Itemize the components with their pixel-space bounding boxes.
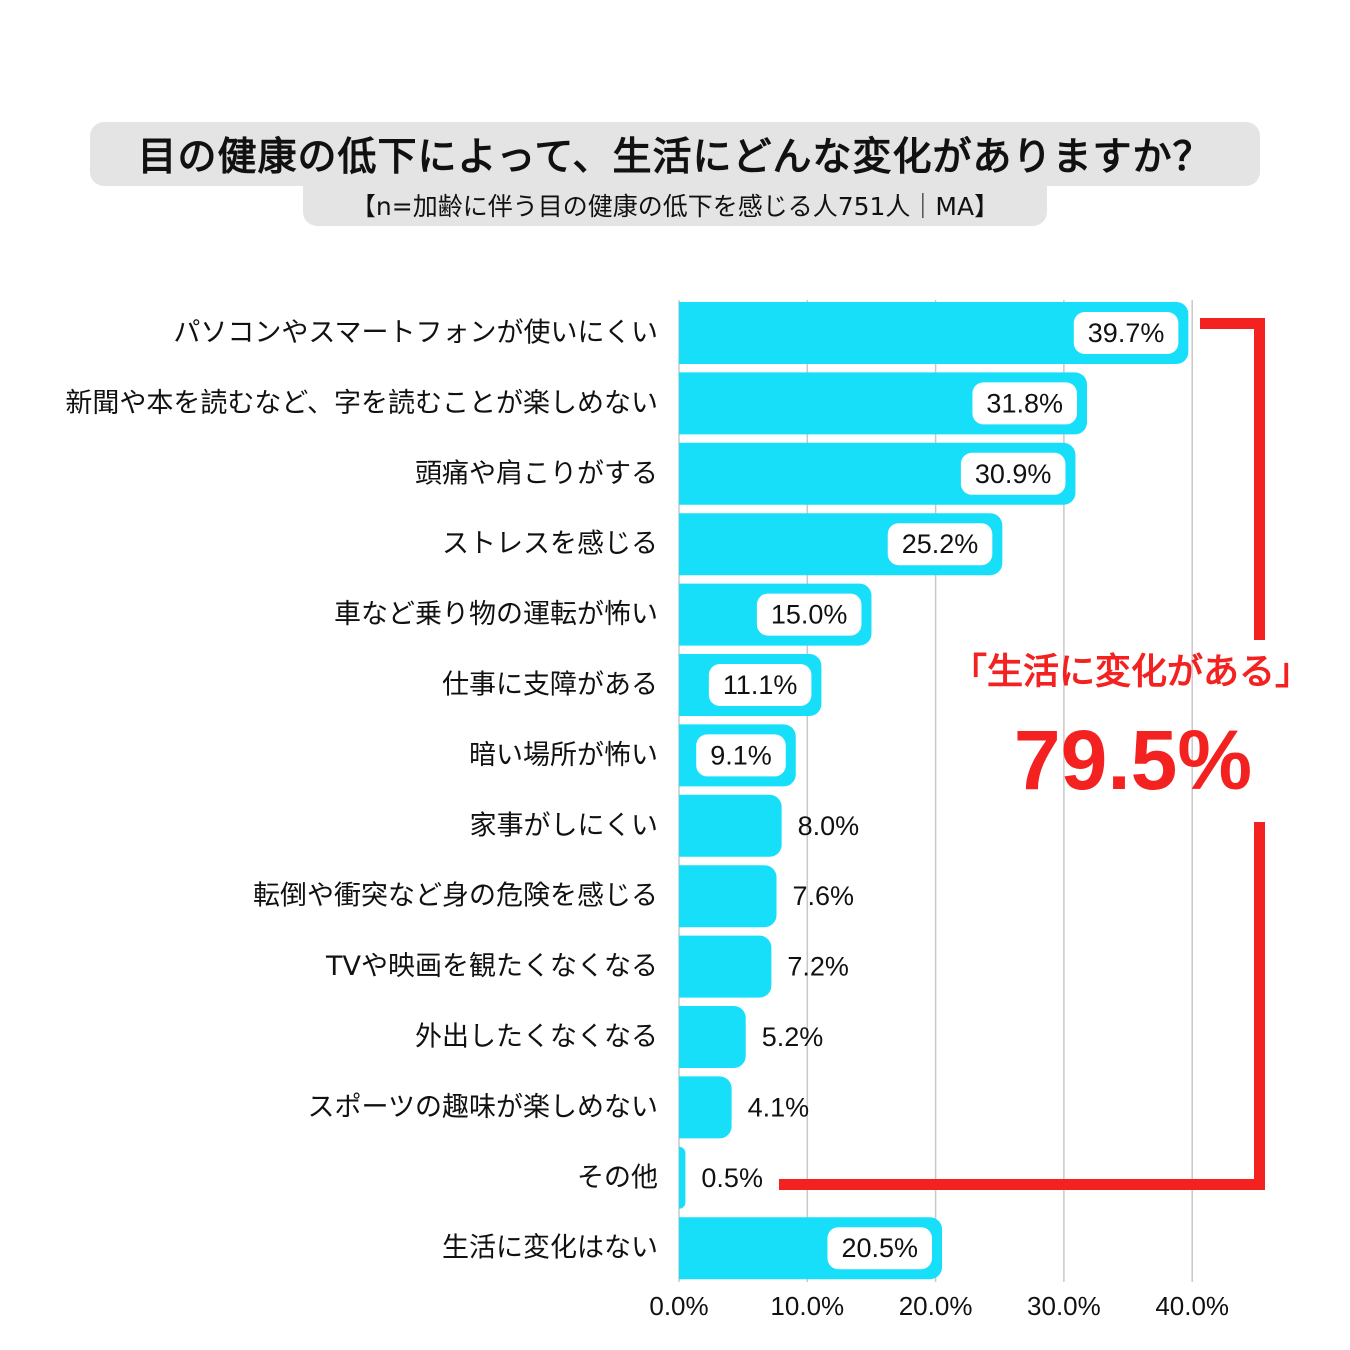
category-label: その他 [577, 1162, 658, 1193]
category-label: 外出したくなくなる [415, 1022, 658, 1053]
category-label: 新聞や本を読むなど、字を読むことが楽しめない [65, 388, 658, 419]
value-label-box [756, 593, 862, 636]
value-label-box [696, 734, 786, 777]
value-label: 11.1% [723, 670, 798, 700]
value-label-box [827, 1227, 933, 1270]
annotation-value: 79.5% [1014, 713, 1252, 807]
bar [679, 865, 777, 928]
category-label: 家事がしにくい [470, 810, 658, 841]
value-label: 7.6% [793, 881, 855, 911]
category-label: 暗い場所が怖い [469, 740, 658, 771]
annotation: 「生活に変化がある」 79.5% [779, 318, 1311, 1190]
value-label: 39.7% [1088, 318, 1165, 348]
bar [679, 1076, 732, 1139]
value-label: 5.2% [762, 1022, 824, 1052]
bar [679, 1146, 686, 1209]
category-label: スポーツの趣味が楽しめない [308, 1092, 658, 1123]
bar [679, 1006, 746, 1068]
bar [679, 935, 772, 998]
value-label-box [972, 382, 1077, 425]
category-label: パソコンやスマートフォンが使いにくい [173, 318, 658, 349]
x-tick-label: 10.0% [770, 1291, 844, 1321]
value-label: 25.2% [902, 529, 979, 559]
category-label: 頭痛や肩こりがする [415, 458, 658, 489]
title-box: 目の健康の低下によって、生活にどんな変化がありますか？ [90, 122, 1260, 186]
value-label: 7.2% [787, 952, 849, 982]
value-label: 30.9% [975, 459, 1052, 489]
value-label: 4.1% [748, 1092, 810, 1122]
labels: 0.0% 10.0% 20.0% 30.0% 40.0% パソコンやスマートフォンが使いに… [65, 312, 1229, 1321]
chart-subtitle: 【n=加齢に伴う目の健康の低下を感じる人751人｜MA】 [350, 192, 1000, 221]
subtitle-box: 【n=加齢に伴う目の健康の低下を感じる人751人｜MA】 [303, 184, 1047, 226]
value-label-box [887, 523, 993, 566]
bar [679, 302, 1189, 364]
value-label-box [960, 452, 1066, 495]
value-label-box [708, 664, 812, 706]
category-label: 車など乗り物の運転が怖い [334, 599, 658, 630]
annotation-bracket [779, 318, 1265, 1190]
category-label: 生活に変化はない [442, 1233, 658, 1264]
value-label: 31.8% [986, 388, 1063, 418]
annotation-text: 「生活に変化がある」 [951, 651, 1311, 693]
value-label: 0.5% [701, 1163, 763, 1193]
category-label: ストレスを感じる [442, 529, 658, 560]
category-label: TVや映画を観たくなくなる [325, 951, 658, 982]
value-label-box [1073, 312, 1179, 354]
chart-title: 目の健康の低下によって、生活にどんな変化がありますか？ [137, 135, 1213, 180]
category-label: 仕事に支障がある [442, 670, 658, 701]
category-label: 転倒や衝突など身の危険を感じる [253, 881, 658, 912]
value-label: 8.0% [798, 811, 860, 841]
bar [679, 794, 782, 857]
x-tick-label: 20.0% [899, 1291, 973, 1321]
value-label: 9.1% [710, 740, 772, 770]
value-label: 15.0% [771, 600, 848, 630]
x-tick-label: 30.0% [1027, 1291, 1101, 1321]
x-tick-label: 0.0% [649, 1291, 708, 1321]
x-tick-label: 40.0% [1155, 1291, 1229, 1321]
value-label: 20.5% [841, 1233, 918, 1263]
